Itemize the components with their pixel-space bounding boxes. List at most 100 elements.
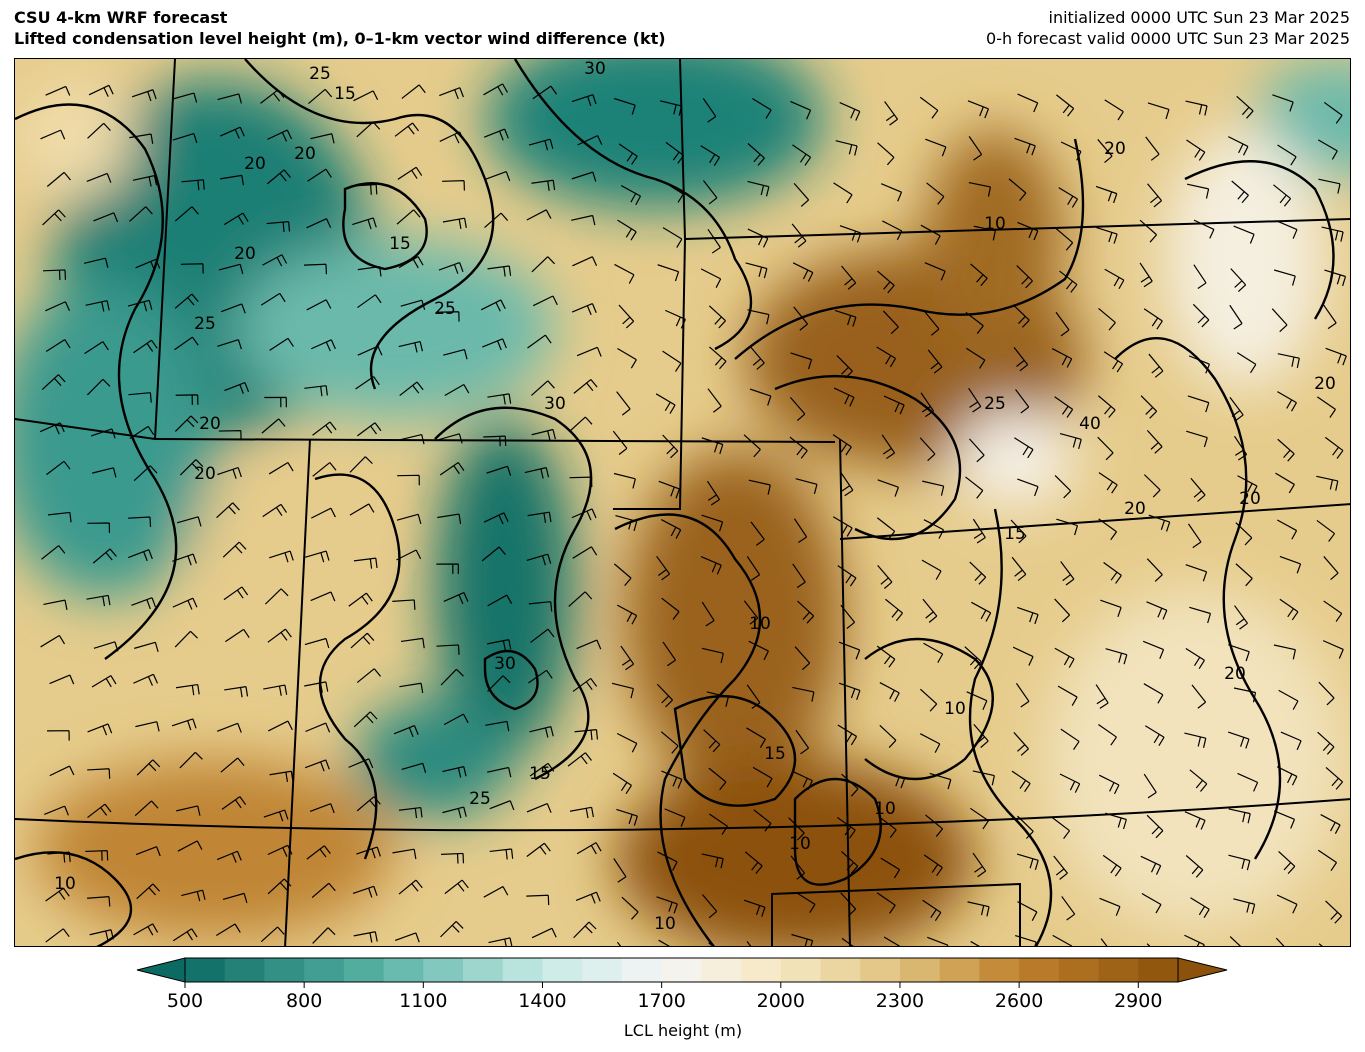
wind-barb bbox=[660, 519, 682, 539]
wind-barb bbox=[701, 601, 715, 627]
wind-barb bbox=[1097, 436, 1114, 461]
wind-barb bbox=[45, 339, 71, 352]
wind-barb bbox=[1192, 303, 1210, 328]
wind-barb bbox=[1317, 396, 1336, 418]
wind-barb bbox=[922, 480, 945, 496]
wind-barb bbox=[748, 479, 771, 495]
wind-barb bbox=[486, 465, 512, 476]
wind-barb bbox=[1148, 514, 1171, 532]
wind-barb bbox=[353, 931, 378, 943]
contour-label: 40 bbox=[1079, 414, 1101, 434]
state-border bbox=[284, 438, 311, 946]
wind-barb bbox=[133, 673, 159, 686]
wind-barbs bbox=[39, 83, 1347, 946]
contour-line bbox=[15, 103, 178, 660]
wind-barb bbox=[441, 852, 465, 864]
wind-barb bbox=[267, 844, 293, 857]
wind-barb bbox=[305, 722, 331, 733]
wind-barb bbox=[218, 429, 242, 441]
wind-barb bbox=[1148, 353, 1164, 378]
wind-barb bbox=[444, 384, 470, 396]
wind-barb bbox=[792, 686, 815, 702]
wind-barb bbox=[1051, 348, 1073, 368]
wind-barb bbox=[1051, 816, 1071, 839]
wind-barb bbox=[789, 436, 808, 459]
wind-barb bbox=[841, 851, 859, 874]
wind-barb bbox=[656, 555, 671, 581]
wind-barb bbox=[529, 726, 554, 738]
wind-barb bbox=[1227, 731, 1250, 749]
wind-barb bbox=[219, 126, 245, 139]
wind-barb bbox=[659, 100, 683, 116]
wind-barb bbox=[1017, 93, 1039, 113]
wind-barb bbox=[224, 686, 249, 698]
wind-barb bbox=[45, 301, 71, 312]
wind-barb bbox=[834, 309, 857, 327]
wind-barb bbox=[1054, 475, 1072, 499]
wind-barb bbox=[1146, 601, 1168, 620]
wind-barb bbox=[617, 347, 637, 369]
colorbar-bin bbox=[780, 958, 822, 982]
wind-barb bbox=[129, 425, 155, 439]
wind-barb bbox=[877, 142, 895, 166]
wind-barb bbox=[394, 122, 420, 137]
wind-barb bbox=[135, 846, 161, 857]
wind-barb bbox=[752, 97, 772, 119]
wind-barb bbox=[833, 182, 853, 204]
wind-barb bbox=[352, 217, 377, 230]
wind-barb bbox=[660, 731, 679, 754]
wind-barb bbox=[575, 891, 601, 904]
wind-barb bbox=[569, 806, 594, 819]
wind-barb bbox=[840, 604, 856, 629]
colorbar-bin bbox=[383, 958, 424, 982]
wind-barb bbox=[966, 691, 988, 710]
wind-barb bbox=[482, 338, 507, 351]
wind-barb bbox=[1229, 304, 1243, 330]
wind-barb bbox=[84, 257, 109, 268]
wind-barb bbox=[92, 467, 117, 478]
wind-barb bbox=[267, 720, 293, 732]
wind-barb bbox=[614, 263, 635, 284]
wind-barb bbox=[576, 639, 602, 650]
wind-barb bbox=[263, 809, 289, 822]
wind-barb bbox=[1097, 139, 1113, 164]
wind-barb bbox=[350, 632, 375, 649]
wind-barb bbox=[1017, 478, 1039, 497]
wind-barb bbox=[41, 374, 66, 390]
wind-barb bbox=[1017, 221, 1039, 241]
wind-barb bbox=[483, 512, 509, 525]
wind-barb bbox=[833, 387, 855, 407]
wind-barb bbox=[612, 430, 628, 455]
wind-barb bbox=[396, 513, 422, 525]
contour-label: 20 bbox=[294, 144, 316, 164]
colorbar-tick-label: 2600 bbox=[994, 990, 1044, 1012]
contour-label: 20 bbox=[234, 244, 256, 264]
colorbar-label: LCL height (m) bbox=[623, 1021, 743, 1040]
contour-label: 25 bbox=[434, 299, 456, 319]
wind-barb bbox=[266, 221, 291, 233]
wind-barb bbox=[349, 456, 373, 473]
wind-barb bbox=[1323, 101, 1343, 124]
wind-barb bbox=[217, 339, 242, 350]
wind-barb bbox=[392, 848, 417, 860]
wind-barb bbox=[968, 387, 982, 413]
wind-barb bbox=[176, 805, 201, 816]
wind-barb bbox=[442, 180, 465, 191]
contour-label: 10 bbox=[944, 699, 966, 719]
wind-barb bbox=[440, 668, 464, 686]
wind-barb bbox=[85, 300, 110, 312]
wind-barb bbox=[1233, 898, 1256, 914]
wind-barb bbox=[613, 858, 627, 883]
wind-barb bbox=[571, 214, 596, 226]
wind-barb bbox=[174, 336, 199, 351]
wind-barb bbox=[746, 941, 752, 946]
wind-barb bbox=[222, 541, 247, 558]
wind-barb bbox=[396, 209, 421, 225]
contour-label: 20 bbox=[1224, 664, 1246, 684]
wind-barb bbox=[745, 262, 768, 279]
wind-barb bbox=[964, 646, 982, 670]
wind-barb bbox=[1142, 640, 1165, 659]
wind-barb bbox=[1323, 304, 1337, 330]
wind-barb bbox=[311, 882, 336, 899]
contour-line bbox=[314, 473, 401, 860]
